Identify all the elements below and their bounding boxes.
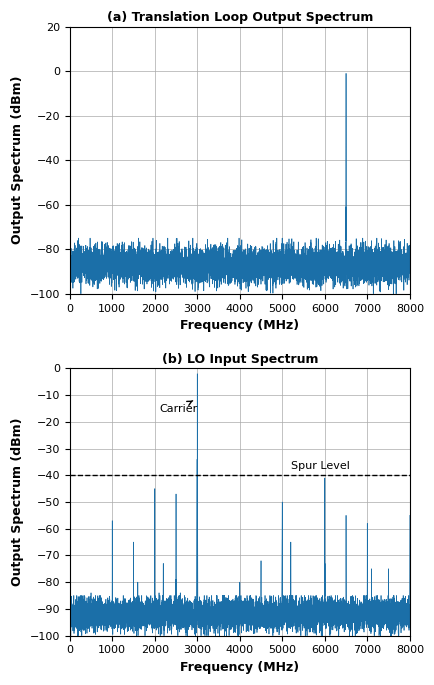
Text: Spur Level: Spur Level: [290, 461, 349, 471]
Title: (a) Translation Loop Output Spectrum: (a) Translation Loop Output Spectrum: [106, 11, 372, 24]
Title: (b) LO Input Spectrum: (b) LO Input Spectrum: [161, 353, 317, 366]
Y-axis label: Output Spectrum (dBm): Output Spectrum (dBm): [11, 418, 24, 586]
X-axis label: Frequency (MHz): Frequency (MHz): [180, 319, 299, 332]
Y-axis label: Output Spectrum (dBm): Output Spectrum (dBm): [11, 76, 24, 245]
Text: Carrier: Carrier: [159, 401, 197, 414]
X-axis label: Frequency (MHz): Frequency (MHz): [180, 661, 299, 674]
